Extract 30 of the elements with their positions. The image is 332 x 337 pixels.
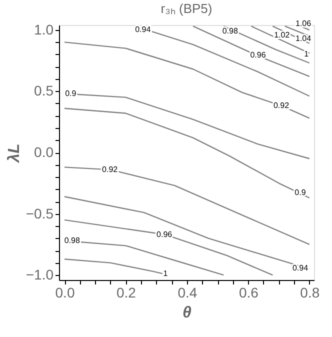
annotation: 0.92: [273, 101, 290, 110]
chart-title: r₃ₕ (BP5): [160, 0, 212, 16]
annotation: 1: [163, 268, 168, 278]
annotation: 1.04: [295, 34, 312, 44]
line-series: [64, 219, 274, 276]
y-axis-title: λL: [6, 144, 23, 164]
x-tick-label: 0.4: [178, 284, 198, 300]
x-tick-label: 0.8: [300, 284, 320, 300]
x-tick-label: 0.6: [238, 284, 259, 300]
annotation: 0.94: [292, 263, 309, 272]
annotation: 0.9: [294, 188, 306, 197]
annotation: 1: [304, 49, 310, 58]
annotation: 0.92: [102, 164, 118, 174]
y-tick-label: 1.0: [34, 21, 54, 38]
x-tick-label: 0.2: [116, 284, 136, 300]
annotation: 0.94: [135, 25, 152, 34]
line-series: [64, 108, 310, 198]
annotation: 0.9: [65, 88, 77, 98]
y-tick-label: 0.0: [34, 144, 54, 160]
y-tick-label: −0.5: [26, 205, 54, 222]
line-series: [64, 42, 310, 119]
annotation: 0.98: [222, 26, 238, 36]
x-tick-label: 0.0: [55, 284, 75, 300]
annotation: 1.06: [295, 18, 312, 28]
x-axis-title: θ: [182, 304, 192, 322]
line-series: [64, 166, 310, 246]
annotation: 1.02: [274, 30, 290, 40]
y-tick-label: 0.5: [34, 82, 54, 99]
annotation: 0.96: [156, 230, 173, 239]
y-tick-label: −1.0: [26, 266, 54, 283]
